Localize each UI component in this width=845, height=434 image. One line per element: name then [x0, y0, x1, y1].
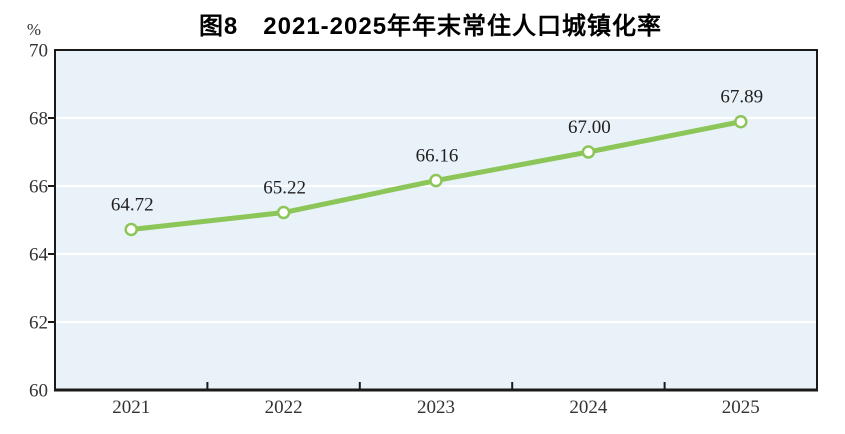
y-tick-label-66: 66: [29, 177, 48, 198]
y-tick-label-70: 70: [29, 41, 48, 62]
data-label-2023: 66.16: [416, 146, 459, 167]
x-tick-label-2021: 2021: [112, 397, 150, 418]
data-marker-2021: [124, 222, 138, 237]
data-marker-2024: [581, 145, 596, 159]
data-marker-2025: [734, 114, 748, 129]
y-tick-label-60: 60: [29, 381, 48, 402]
data-marker-2022: [276, 205, 291, 220]
x-tick-label-2022: 2022: [265, 397, 303, 418]
data-label-2021: 64.72: [111, 195, 154, 216]
data-marker-2023: [429, 173, 443, 188]
y-tick-label-68: 68: [29, 109, 48, 130]
plot-area: [55, 50, 817, 390]
y-tick-label-64: 64: [29, 245, 49, 266]
chart-title: 图8 2021-2025年年末常住人口城镇化率: [198, 13, 663, 40]
data-label-2024: 67.00: [568, 117, 611, 138]
x-tick-label-2025: 2025: [722, 397, 760, 418]
data-label-2025: 67.89: [720, 87, 763, 108]
x-tick-label-2023: 2023: [417, 397, 455, 418]
y-axis-unit-label: %: [26, 20, 42, 39]
data-label-2022: 65.22: [263, 178, 306, 199]
y-tick-label-62: 62: [29, 313, 48, 334]
x-tick-label-2024: 2024: [569, 397, 608, 418]
